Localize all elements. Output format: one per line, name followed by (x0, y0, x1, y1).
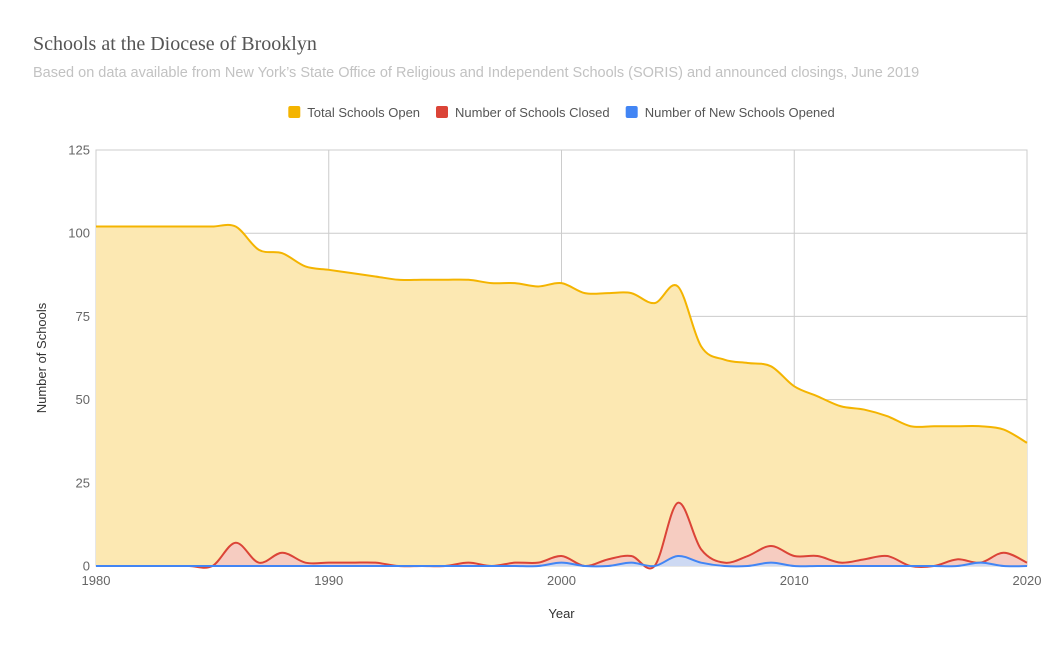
legend-item-total-schools-open: Total Schools Open (288, 105, 420, 120)
legend-swatch-new-schools-opened (625, 106, 638, 118)
legend-label-new-schools-opened: Number of New Schools Opened (645, 105, 835, 120)
x-tick-label: 1990 (314, 573, 343, 588)
y-tick-label: 0 (83, 559, 90, 574)
y-axis-title: Number of Schools (34, 302, 49, 413)
legend-label-total-schools-open: Total Schools Open (307, 105, 420, 120)
x-tick-label: 2020 (1013, 573, 1042, 588)
series-line-new-schools-opened (95, 555, 1028, 568)
series-line-total-schools-open (96, 223, 1028, 444)
x-tick-label: 2000 (547, 573, 576, 588)
y-tick-label: 75 (76, 309, 90, 324)
legend: Total Schools Open Number of Schools Clos… (288, 105, 835, 120)
legend-item-schools-closed: Number of Schools Closed (436, 105, 610, 120)
legend-swatch-schools-closed (436, 106, 448, 118)
legend-item-new-schools-opened: Number of New Schools Opened (625, 105, 835, 120)
x-tick-label: 2010 (780, 573, 809, 588)
series-area-total-schools-open (96, 224, 1027, 566)
series-line-schools-closed (95, 501, 1028, 570)
legend-swatch-total-schools-open (288, 106, 301, 118)
y-tick-label: 125 (68, 143, 90, 158)
x-tick-label: 1980 (82, 573, 111, 588)
y-tick-label: 50 (76, 392, 90, 407)
y-tick-label: 25 (76, 475, 90, 490)
chart-subtitle: Based on data available from New York’s … (33, 65, 920, 81)
y-tick-label: 100 (68, 226, 90, 241)
legend-label-schools-closed: Number of Schools Closed (455, 105, 610, 120)
x-axis-title: Year (548, 606, 575, 621)
series-area-new-schools-opened (96, 555, 1027, 567)
chart-title: Schools at the Diocese of Brooklyn (33, 33, 317, 55)
